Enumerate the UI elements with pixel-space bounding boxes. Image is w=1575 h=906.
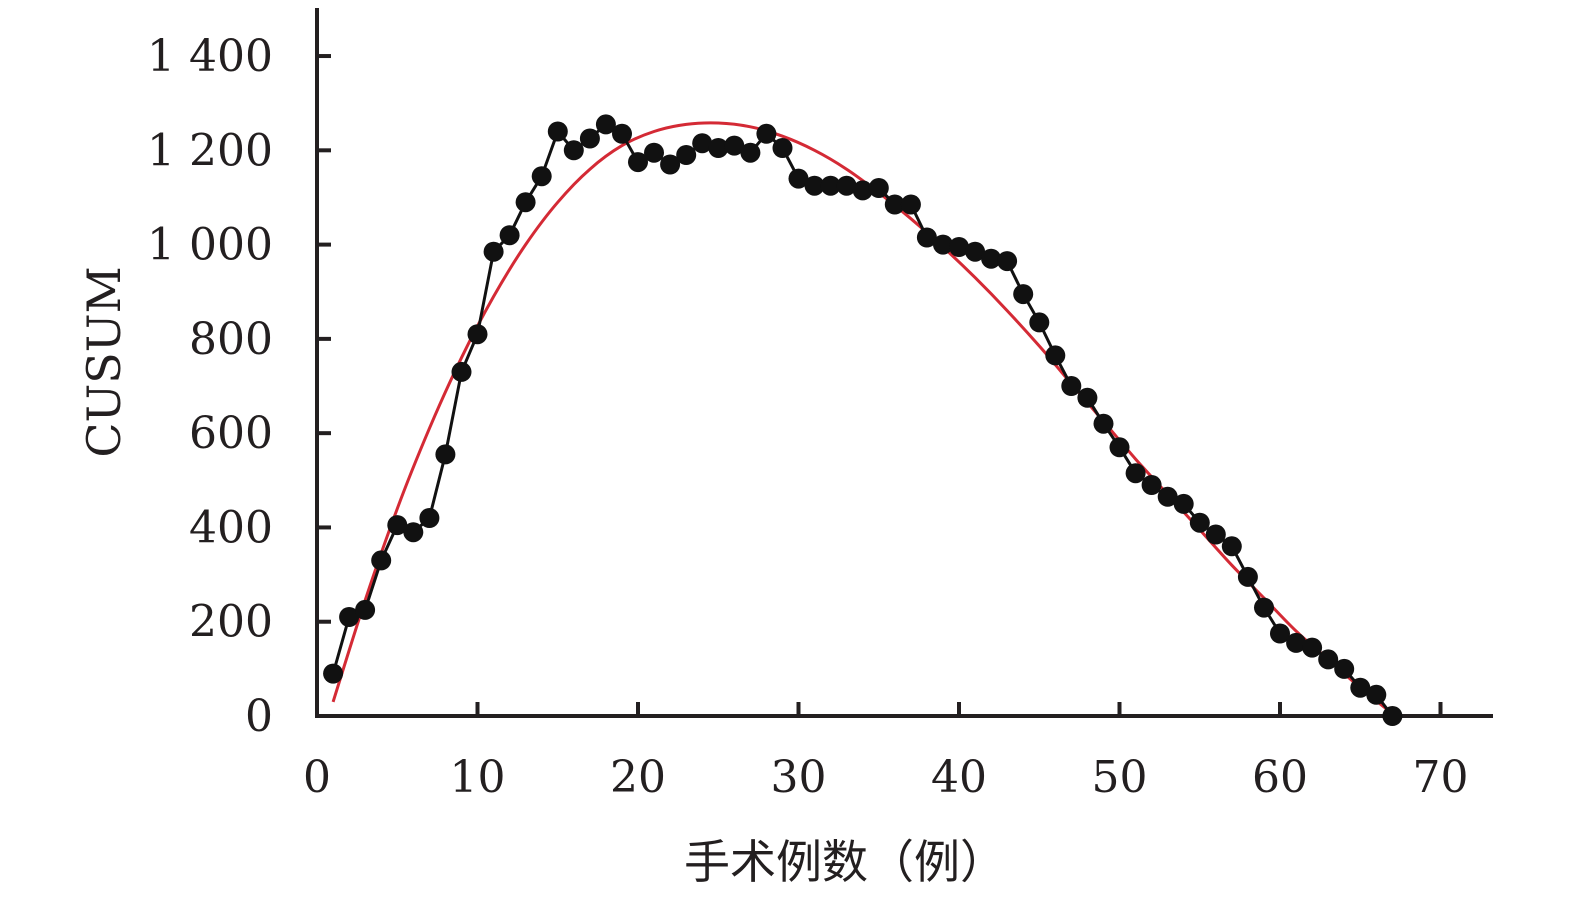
cusum-point	[933, 234, 953, 255]
cusum-point	[852, 180, 873, 201]
cusum-point	[1286, 632, 1307, 653]
axes	[315, 8, 1493, 718]
cusum-point	[1254, 597, 1274, 618]
y-tick-label: 1 400	[147, 31, 273, 82]
y-tick-label: 0	[245, 691, 273, 742]
cusum-point	[323, 663, 344, 684]
cusum-point	[579, 128, 600, 149]
cusum-series-line	[331, 122, 1394, 717]
cusum-point	[451, 361, 472, 382]
cusum-point	[612, 123, 632, 144]
cusum-point	[1141, 475, 1162, 495]
cusum-point	[371, 550, 392, 571]
cusum-points	[323, 114, 1403, 726]
cusum-point	[1189, 512, 1210, 533]
cusum-point	[788, 168, 809, 189]
y-ticks: 0 200 400 600 800 1 000 1 200 1 400	[147, 31, 331, 742]
cusum-point	[1157, 486, 1178, 507]
cusum-point	[965, 241, 986, 262]
cusum-point	[900, 194, 921, 215]
cusum-point	[563, 140, 584, 161]
cusum-point	[1061, 376, 1082, 396]
cusum-point	[1318, 649, 1339, 670]
cusum-point	[467, 324, 488, 345]
y-axis-title: CUSUM	[77, 266, 131, 457]
x-axis-title: 手术例数（例）	[684, 835, 1006, 889]
cusum-point	[531, 166, 552, 187]
cusum-point	[949, 237, 969, 257]
x-tick-label: 40	[931, 752, 987, 803]
x-tick-label: 60	[1252, 752, 1308, 803]
x-tick-label: 20	[610, 752, 666, 803]
cusum-point	[435, 444, 456, 465]
cusum-point	[1045, 345, 1066, 366]
cusum-point	[756, 123, 777, 144]
x-tick-label: 30	[771, 752, 827, 803]
cusum-point	[1334, 658, 1355, 679]
cusum-point	[1205, 524, 1226, 545]
cusum-point	[740, 142, 761, 163]
cusum-point	[1221, 536, 1242, 557]
cusum-point	[1077, 387, 1098, 408]
cusum-point	[644, 142, 664, 163]
cusum-point	[499, 225, 520, 246]
cusum-point	[403, 522, 424, 543]
cusum-point	[1173, 493, 1194, 514]
fit-curve	[331, 121, 1394, 715]
x-tick-label: 70	[1413, 752, 1469, 803]
cusum-point	[804, 175, 825, 196]
cusum-point	[1350, 677, 1371, 698]
cusum-point	[708, 138, 729, 158]
cusum-point	[1125, 463, 1146, 484]
x-tick-label: 50	[1092, 752, 1148, 803]
cusum-point	[387, 515, 408, 536]
cusum-point	[660, 154, 681, 175]
cusum-point	[1270, 623, 1290, 644]
cusum-point	[868, 178, 889, 198]
cusum-point	[595, 114, 616, 135]
cusum-point	[1382, 706, 1403, 726]
cusum-point	[772, 138, 793, 158]
cusum-point	[997, 251, 1018, 272]
cusum-point	[628, 152, 648, 173]
cusum-point	[820, 175, 841, 196]
cusum-point	[724, 135, 745, 156]
cusum-point	[1013, 284, 1034, 305]
cusum-point	[483, 241, 504, 262]
y-tick-label: 1 200	[147, 125, 273, 176]
cusum-point	[692, 133, 713, 154]
cusum-point	[1302, 637, 1323, 658]
cusum-point	[419, 508, 440, 528]
x-tick-label: 10	[450, 752, 506, 803]
cusum-point	[1237, 566, 1258, 587]
cusum-point	[884, 194, 905, 215]
cusum-point	[547, 121, 568, 142]
cusum-point	[1029, 312, 1050, 333]
cusum-point	[515, 192, 536, 213]
x-ticks: 0 10 20 30 40 50 60 70	[303, 702, 1469, 803]
y-tick-label: 200	[189, 597, 273, 648]
cusum-point	[916, 227, 937, 248]
y-tick-label: 600	[189, 408, 273, 459]
cusum-point	[836, 175, 857, 196]
y-tick-label: 800	[189, 314, 273, 365]
cusum-point	[355, 599, 376, 620]
cusum-point	[1093, 413, 1114, 434]
cusum-point	[1366, 684, 1387, 705]
cusum-point	[1109, 437, 1130, 458]
cusum-point	[676, 145, 697, 165]
cusum-point	[981, 248, 1002, 269]
x-tick-label: 0	[303, 752, 331, 803]
cusum-point	[339, 607, 360, 627]
y-tick-label: 400	[189, 502, 273, 553]
y-tick-label: 1 000	[147, 220, 273, 271]
